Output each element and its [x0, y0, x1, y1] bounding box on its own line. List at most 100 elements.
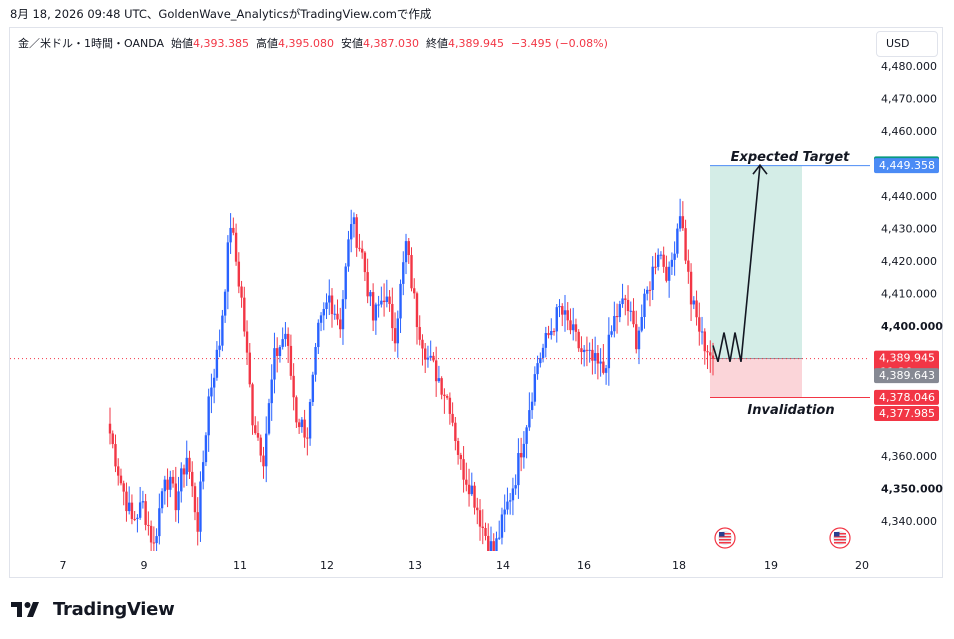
candle-body [243, 297, 246, 332]
x-tick-label: 12 [320, 559, 334, 572]
candle-body [240, 286, 243, 298]
candle-body [665, 266, 668, 281]
candle-body [437, 378, 441, 382]
candle [676, 223, 679, 258]
candle-body [563, 310, 567, 315]
candle [602, 344, 605, 375]
candle-body [503, 509, 506, 515]
candle-body [654, 266, 657, 268]
candle-body [456, 441, 460, 455]
candle [245, 320, 249, 365]
candle [508, 493, 512, 515]
projection-path [712, 165, 761, 363]
candle-body [360, 248, 364, 253]
candle [234, 223, 238, 266]
candle-body [418, 327, 421, 340]
candle [308, 398, 312, 446]
candle-body [662, 254, 665, 267]
candle-body [347, 239, 350, 267]
candle [350, 209, 353, 253]
candle [511, 477, 515, 516]
candle-body [599, 361, 602, 364]
stop-zone [710, 358, 802, 398]
candle [218, 329, 221, 358]
tradingview-brand[interactable]: TradingView [11, 597, 175, 621]
candle-body [432, 355, 435, 361]
candle [522, 431, 526, 469]
candle [459, 452, 463, 470]
candle [119, 468, 123, 486]
y-tick-label: 4,480.000 [881, 60, 937, 73]
candle [648, 281, 652, 307]
candle [536, 355, 539, 380]
price-tag-label: 4,377.985 [879, 407, 935, 420]
candle-body [391, 303, 394, 329]
candle [215, 341, 219, 381]
candle [451, 402, 454, 427]
candle [582, 345, 586, 367]
candle [149, 520, 153, 551]
candle [396, 310, 399, 358]
candle-body [185, 457, 188, 475]
candle-body [498, 537, 501, 539]
candle-body [695, 300, 698, 318]
currency-button[interactable]: USD [876, 31, 938, 57]
candle [300, 417, 304, 433]
candle-body [333, 313, 336, 315]
candle [177, 476, 180, 524]
candle [289, 334, 293, 380]
candle-body [141, 501, 145, 503]
candle [481, 509, 484, 545]
candle [572, 307, 575, 341]
candle [418, 315, 421, 346]
candle-body [108, 423, 112, 434]
candle [519, 437, 523, 472]
candle-body [147, 524, 150, 526]
candle-body [262, 455, 265, 467]
candle [163, 475, 167, 505]
candle [621, 283, 624, 308]
candle [552, 328, 556, 336]
candle [127, 486, 131, 515]
candle-body [643, 293, 646, 318]
candle [130, 494, 134, 525]
candle-body [615, 316, 619, 318]
candle [440, 376, 443, 400]
candle-body [451, 413, 454, 423]
candle-body [426, 357, 430, 360]
candle-body [300, 419, 304, 428]
candle-body [402, 262, 405, 284]
candle [374, 302, 378, 335]
candle-body [317, 322, 320, 348]
candle [122, 480, 125, 506]
candle-body [478, 510, 482, 527]
candle-body [265, 433, 268, 467]
candle [382, 283, 386, 317]
candle [665, 255, 668, 283]
legend-symbol: 金／米ドル・1時間・OANDA [18, 37, 165, 50]
price-tag [874, 368, 939, 384]
candle-body [226, 242, 230, 292]
candle-body [500, 514, 504, 538]
candle-body [350, 224, 353, 240]
candle-body [171, 476, 175, 484]
x-tick-label: 16 [577, 559, 591, 572]
candle-body [180, 468, 183, 492]
candle [667, 261, 671, 298]
candle [635, 310, 638, 354]
candle [651, 256, 654, 300]
candle [500, 507, 504, 545]
candle [689, 263, 693, 322]
candle-body [122, 483, 125, 492]
candle-body [210, 387, 213, 397]
candle [410, 247, 413, 292]
candle-body [232, 227, 235, 233]
candle-body [465, 479, 468, 485]
candle [347, 230, 350, 272]
candle-body [467, 484, 471, 495]
candle [185, 440, 188, 486]
candle-body [667, 266, 671, 281]
candle-body [550, 331, 553, 336]
candle-body [404, 241, 408, 263]
